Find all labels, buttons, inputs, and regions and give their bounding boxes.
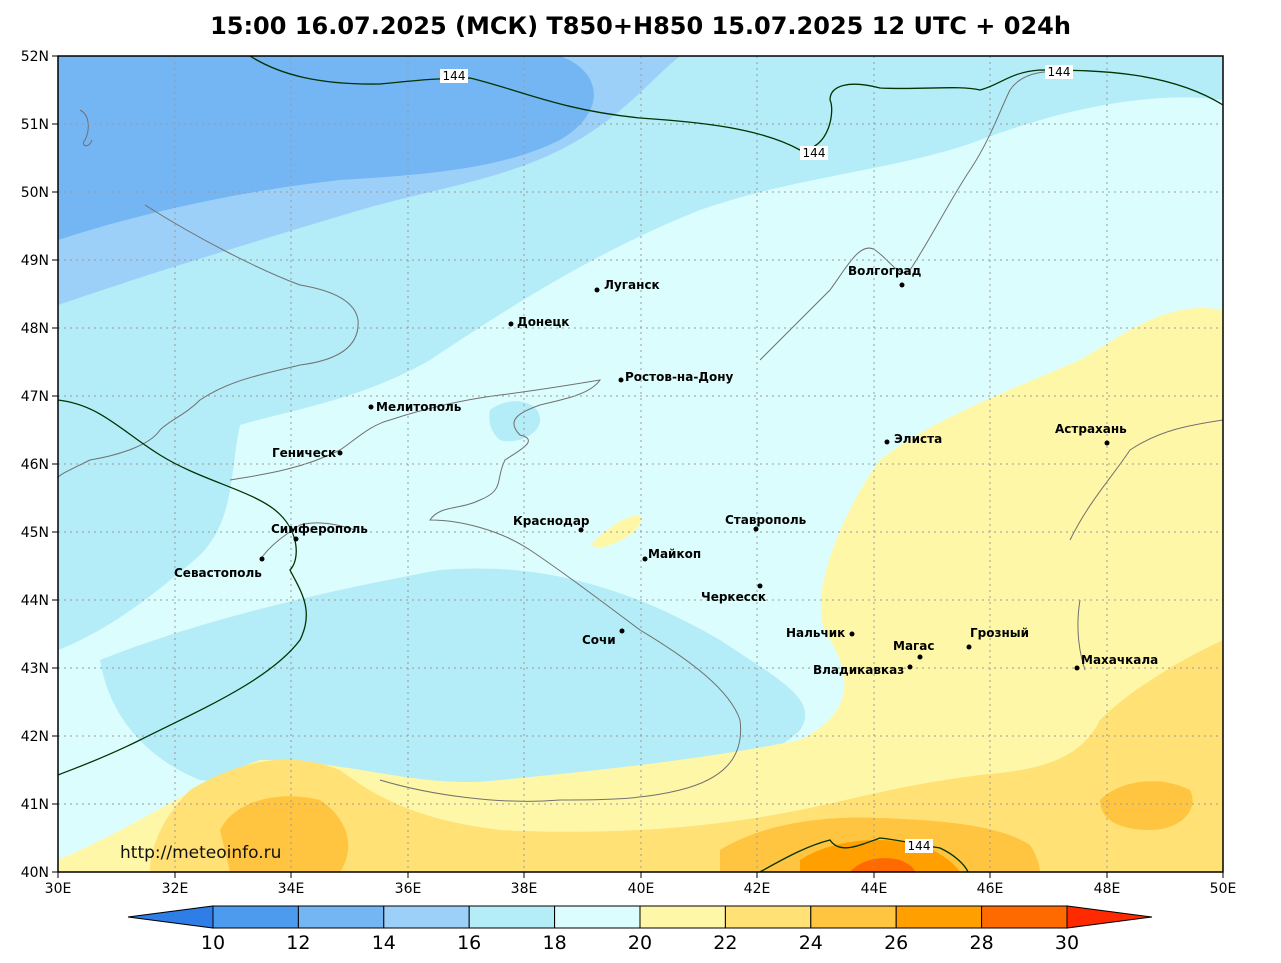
lat-label: 44N bbox=[21, 593, 49, 609]
city-label: Луганск bbox=[604, 278, 660, 292]
city-label: Симферополь bbox=[271, 522, 368, 536]
colorbar-tick: 10 bbox=[201, 932, 225, 954]
contour-label: 144 bbox=[1048, 65, 1071, 79]
longitude-labels: 30E 32E 34E 36E 38E 40E 42E 44E 46E 48E … bbox=[45, 881, 1237, 897]
colorbar-tick: 26 bbox=[884, 932, 908, 954]
city-label: Элиста bbox=[894, 432, 942, 446]
lon-label: 30E bbox=[45, 881, 72, 897]
colorbar-tick: 14 bbox=[372, 932, 396, 954]
city-label: Краснодар bbox=[513, 514, 590, 528]
colorbar-tick: 30 bbox=[1055, 932, 1079, 954]
colorbar-tick: 12 bbox=[286, 932, 310, 954]
lon-label: 44E bbox=[861, 881, 888, 897]
colorbar-tick: 16 bbox=[457, 932, 481, 954]
lat-label: 51N bbox=[21, 117, 49, 133]
lon-label: 36E bbox=[395, 881, 422, 897]
city-label: Донецк bbox=[517, 315, 569, 329]
colorbar-segment bbox=[554, 905, 641, 929]
colorbar-segment bbox=[468, 905, 556, 929]
contour-labels: 144 144 144 144 bbox=[440, 65, 1073, 853]
lon-label: 50E bbox=[1210, 881, 1237, 897]
city-label: Черкесск bbox=[701, 590, 766, 604]
lon-label: 46E bbox=[977, 881, 1004, 897]
city-label: Махачкала bbox=[1081, 653, 1158, 667]
colorbar-segment bbox=[724, 905, 812, 929]
lat-label: 41N bbox=[21, 797, 49, 813]
graticule bbox=[58, 56, 1223, 872]
city-label: Нальчик bbox=[786, 626, 845, 640]
latitude-labels: 52N 51N 50N 49N 48N 47N 46N 45N 44N 43N … bbox=[21, 49, 49, 881]
city-label: Сочи bbox=[582, 633, 616, 647]
lat-label: 40N bbox=[21, 865, 49, 881]
city-label: Волгоград bbox=[848, 264, 922, 278]
colorbar-tick: 20 bbox=[628, 932, 652, 954]
lat-label: 46N bbox=[21, 457, 49, 473]
lat-label: 49N bbox=[21, 253, 49, 269]
city-label: Грозный bbox=[970, 626, 1029, 640]
colorbar-extend-right bbox=[1066, 905, 1153, 929]
lon-label: 34E bbox=[278, 881, 305, 897]
contour-label: 144 bbox=[908, 839, 931, 853]
city-label: Ростов-на-Дону bbox=[625, 370, 734, 384]
lat-label: 42N bbox=[21, 729, 49, 745]
colorbar-tick: 22 bbox=[713, 932, 737, 954]
colorbar-segment bbox=[895, 905, 983, 929]
contour-label: 144 bbox=[443, 69, 466, 83]
lat-label: 52N bbox=[21, 49, 49, 65]
lat-label: 45N bbox=[21, 525, 49, 541]
axis-ticks bbox=[52, 55, 1224, 878]
colorbar-tick: 24 bbox=[799, 932, 823, 954]
colorbar-segment bbox=[383, 905, 470, 929]
lon-label: 40E bbox=[628, 881, 655, 897]
city-label: Майкоп bbox=[648, 547, 701, 561]
colorbar-tick: 28 bbox=[970, 932, 994, 954]
city-label: Владикавказ bbox=[813, 663, 904, 677]
contour-label: 144 bbox=[803, 146, 826, 160]
colorbar-segment bbox=[297, 905, 385, 929]
city-label: Геническ bbox=[272, 446, 336, 460]
colorbar-segment bbox=[212, 905, 299, 929]
lat-label: 43N bbox=[21, 661, 49, 677]
lon-label: 38E bbox=[511, 881, 538, 897]
city-label: Севастополь bbox=[174, 566, 262, 580]
coastlines bbox=[58, 71, 1223, 802]
city-label: Астрахань bbox=[1055, 422, 1127, 436]
colorbar-segment bbox=[981, 905, 1068, 929]
map-title: 15:00 16.07.2025 (МСК) T850+H850 15.07.2… bbox=[210, 12, 1071, 40]
lat-label: 48N bbox=[21, 321, 49, 337]
city-label: Ставрополь bbox=[725, 513, 807, 527]
geopotential-contours bbox=[58, 56, 1223, 872]
watermark-text: http://meteoinfo.ru bbox=[120, 843, 281, 863]
lat-label: 47N bbox=[21, 389, 49, 405]
lon-label: 42E bbox=[744, 881, 771, 897]
colorbar: 10 12 14 16 18 20 22 24 26 28 30 bbox=[127, 905, 1153, 954]
colorbar-tick: 18 bbox=[543, 932, 567, 954]
lat-label: 50N bbox=[21, 185, 49, 201]
city-label: Мелитополь bbox=[376, 400, 462, 414]
colorbar-segment bbox=[810, 905, 897, 929]
cities: Волгоград Луганск Донецк Ростов-на-Дону … bbox=[174, 264, 1158, 677]
lon-label: 48E bbox=[1094, 881, 1121, 897]
lon-label: 32E bbox=[162, 881, 189, 897]
colorbar-extend-left bbox=[127, 905, 214, 929]
colorbar-segment bbox=[639, 905, 726, 929]
city-label: Магас bbox=[893, 639, 935, 653]
